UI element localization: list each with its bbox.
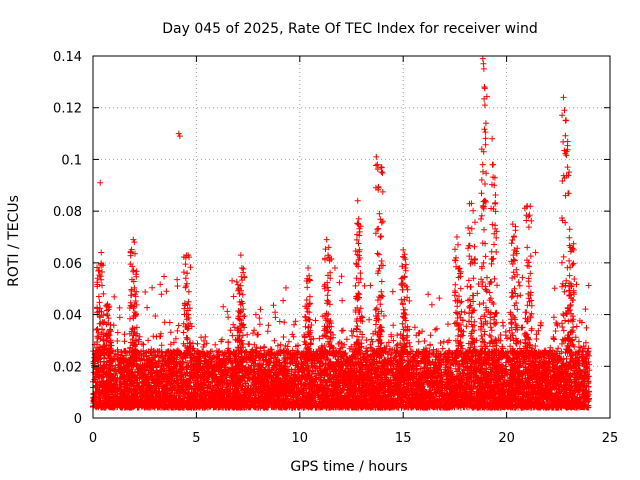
y-tick-label: 0.06: [53, 257, 82, 272]
y-tick-label: 0.08: [53, 205, 82, 220]
data-point: [478, 146, 485, 153]
data-point: [489, 135, 496, 142]
y-tick-label: 0.1: [61, 153, 82, 168]
data-point: [566, 226, 573, 233]
data-point: [560, 94, 567, 101]
plot-frame: [92, 55, 611, 419]
data-point: [354, 197, 361, 204]
chart-title: Day 045 of 2025, Rate Of TEC Index for r…: [162, 21, 537, 37]
x-axis-title: GPS time / hours: [290, 459, 407, 475]
data-point: [98, 249, 105, 256]
data-point: [230, 293, 237, 300]
data-point: [356, 228, 363, 235]
x-tick-label: 10: [292, 431, 309, 446]
data-point: [331, 265, 338, 272]
data-point: [185, 252, 192, 259]
x-tick-label: 20: [498, 431, 515, 446]
data-point: [96, 267, 103, 274]
data-point: [509, 221, 516, 228]
data-point: [488, 205, 495, 212]
data-point: [479, 55, 486, 62]
data-point: [325, 244, 332, 251]
data-point: [183, 283, 190, 290]
y-tick-label: 0.04: [53, 309, 82, 324]
data-point: [131, 239, 138, 246]
data-point: [480, 60, 487, 67]
y-tick-label: 0.02: [53, 360, 82, 375]
data-point: [400, 246, 407, 253]
data-point: [561, 107, 568, 114]
data-point: [563, 148, 570, 155]
grid: [93, 56, 610, 418]
x-tick-label: 25: [602, 431, 619, 446]
data-point: [377, 234, 384, 240]
data-point: [130, 236, 137, 243]
data-point: [237, 252, 244, 259]
data-point: [184, 270, 191, 277]
data-point: [176, 133, 183, 140]
data-point: [306, 272, 313, 279]
x-tick-label: 15: [395, 431, 412, 446]
data-point: [376, 210, 383, 217]
data-point: [524, 202, 531, 209]
data-points: [90, 55, 593, 411]
data-point: [482, 120, 489, 127]
data-point: [567, 244, 574, 251]
x-tick-label: 0: [89, 431, 97, 446]
data-point: [375, 184, 382, 191]
data-point: [105, 306, 112, 313]
x-tick-label: 5: [192, 431, 200, 446]
y-tick-label: 0: [74, 412, 82, 427]
data-point: [491, 182, 498, 189]
data-point: [323, 236, 330, 243]
data-point: [402, 265, 409, 272]
data-point: [480, 65, 487, 72]
data-point: [564, 164, 571, 171]
data-point: [455, 241, 462, 248]
data-point: [562, 192, 569, 199]
data-point: [562, 117, 569, 124]
data-point: [374, 161, 381, 168]
point-cloud: [90, 85, 593, 411]
data-point: [481, 102, 488, 109]
data-point: [238, 265, 245, 272]
data-point: [257, 306, 264, 313]
data-point: [97, 179, 104, 186]
data-point: [305, 265, 312, 272]
data-point: [510, 234, 517, 240]
y-tick-label: 0.12: [53, 102, 82, 117]
data-point: [163, 288, 170, 295]
data-point: [525, 213, 532, 220]
data-point: [481, 84, 488, 91]
data-point: [532, 249, 539, 256]
data-point: [468, 200, 475, 207]
y-tick-label: 0.14: [53, 50, 82, 65]
data-point: [373, 153, 380, 160]
data-point: [355, 215, 362, 222]
data-point: [453, 234, 460, 240]
data-point: [401, 254, 408, 261]
data-point: [175, 130, 182, 137]
axes: 0 5 10 15 20 25 0 0.02 0.04 0.06 0.08 0.1 0.12 0.14: [53, 50, 618, 446]
data-point: [104, 301, 111, 308]
y-axis-title: ROTI / TECUs: [6, 195, 22, 287]
data-point: [490, 161, 497, 168]
